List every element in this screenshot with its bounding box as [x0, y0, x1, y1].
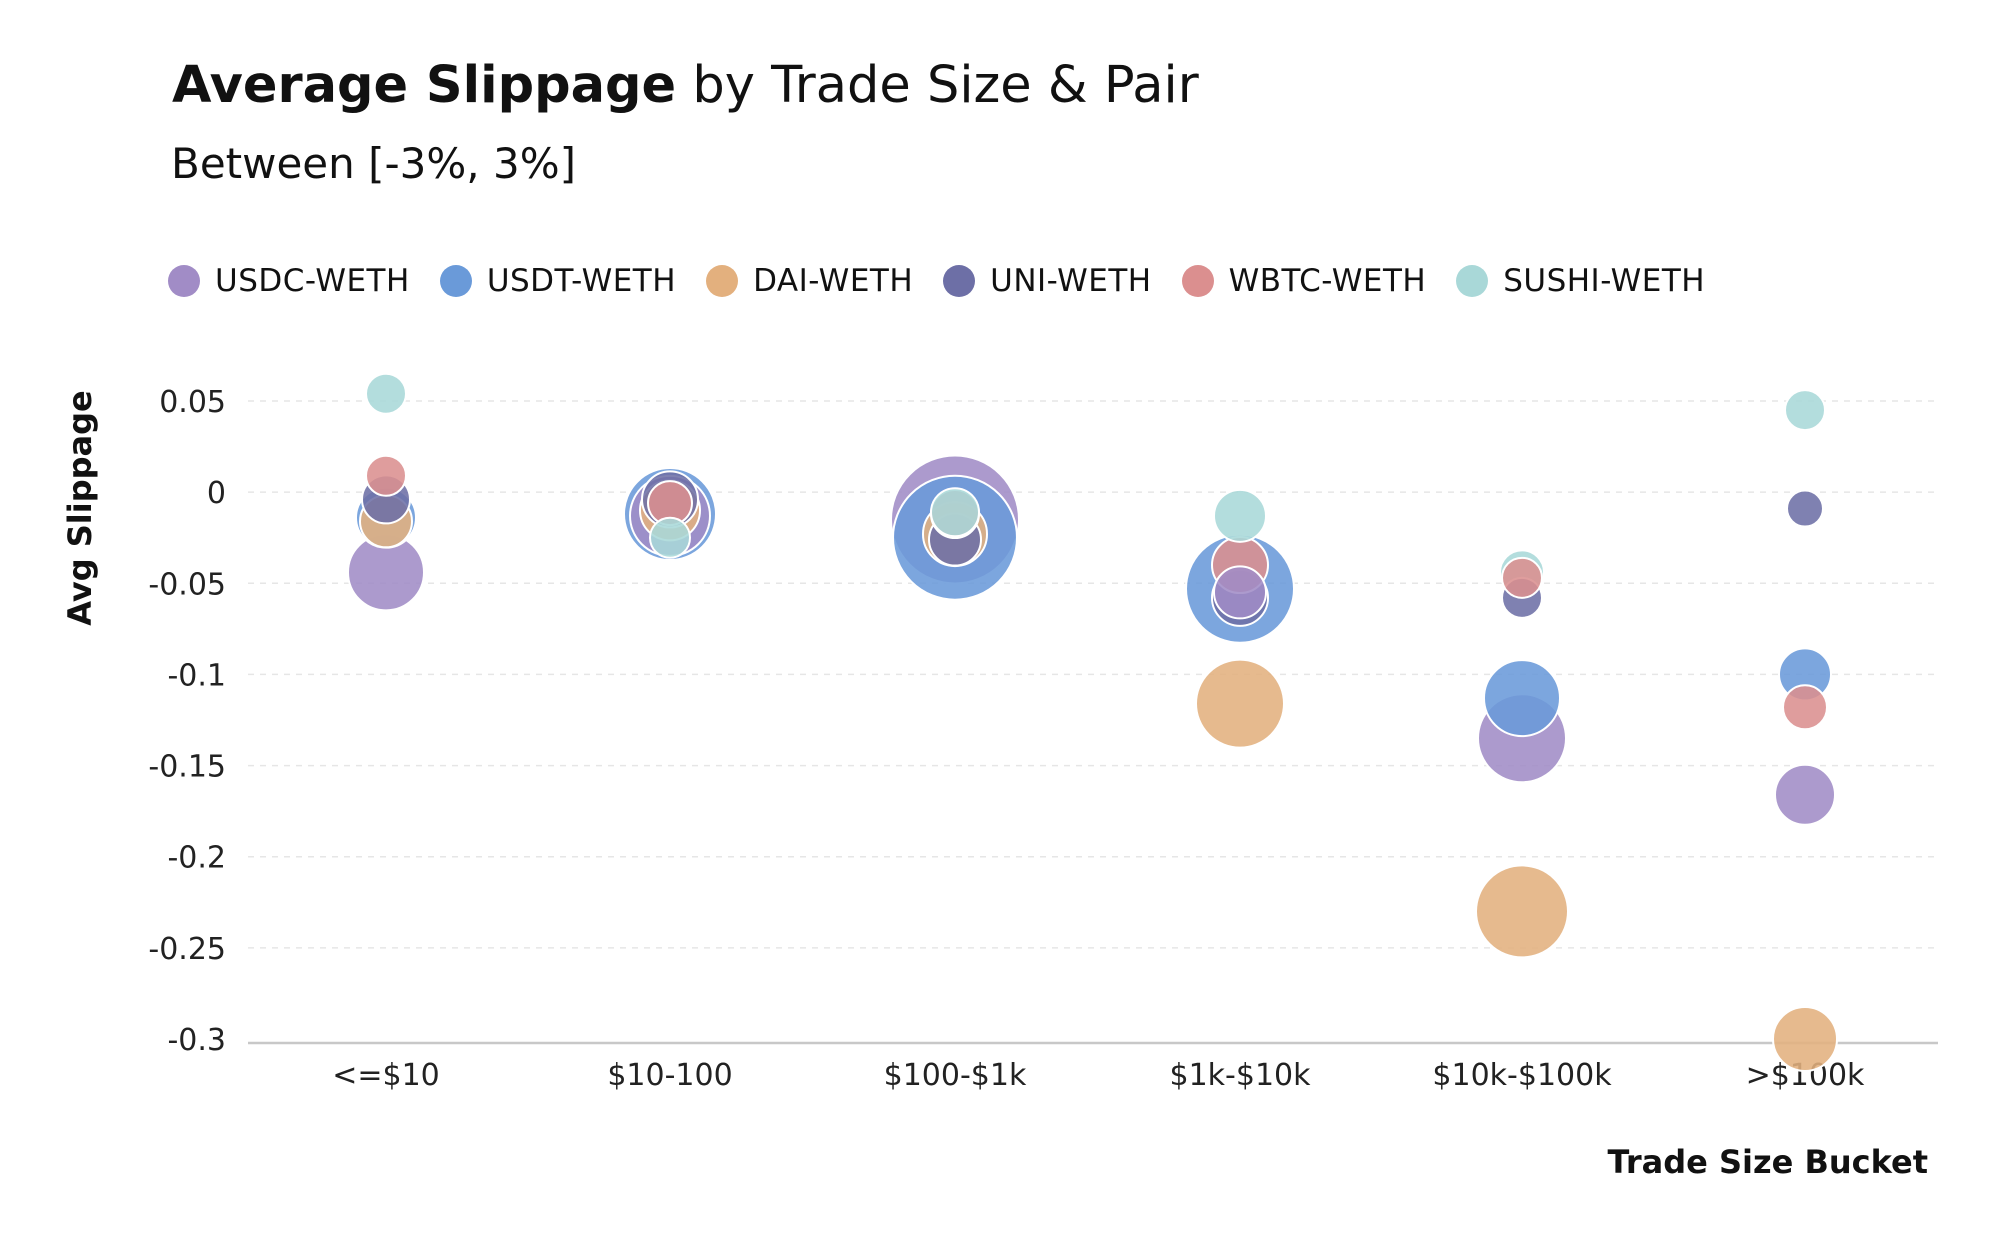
- bubble-usdc-weth[interactable]: [1774, 763, 1836, 826]
- bubble-sushi-weth[interactable]: [930, 487, 980, 538]
- legend-swatch-sushi-weth: [1456, 265, 1489, 297]
- chart-title: Average Slippage by Trade Size & Pair: [172, 52, 1199, 120]
- legend-item-uni-weth[interactable]: UNI-WETH: [943, 263, 1151, 299]
- bubble-wbtc-weth[interactable]: [1501, 556, 1543, 599]
- y-tick-label: 0: [207, 476, 226, 511]
- legend-swatch-usdt-weth: [439, 265, 472, 297]
- y-axis-label: Avg Slippage: [61, 390, 99, 626]
- y-tick-label: 0.05: [159, 385, 226, 420]
- legend-item-dai-weth[interactable]: DAI-WETH: [706, 263, 913, 299]
- x-tick-label: <=$10: [332, 1058, 440, 1093]
- x-tick-label: $100-$1k: [884, 1058, 1027, 1093]
- bubble-sushi-weth[interactable]: [649, 516, 691, 559]
- y-tick-label: -0.25: [148, 932, 226, 967]
- bubble-sushi-weth[interactable]: [1213, 488, 1267, 543]
- bubble-dai-weth[interactable]: [1195, 658, 1285, 749]
- bubble-sushi-weth[interactable]: [365, 372, 407, 415]
- legend-swatch-wbtc-weth: [1181, 265, 1214, 297]
- chart-subtitle: Between [-3%, 3%]: [171, 139, 577, 188]
- x-tick-label: $10k-$100k: [1432, 1058, 1612, 1093]
- bubble-usdc-weth[interactable]: [1213, 565, 1267, 620]
- legend-item-usdt-weth[interactable]: USDT-WETH: [439, 263, 677, 299]
- y-tick-label: -0.1: [167, 658, 226, 693]
- chart-title-bold: Average Slippage: [172, 56, 677, 115]
- legend-item-sushi-weth[interactable]: SUSHI-WETH: [1456, 263, 1705, 299]
- legend-label-sushi-weth: SUSHI-WETH: [1503, 263, 1706, 299]
- legend-label-dai-weth: DAI-WETH: [753, 263, 914, 299]
- chart-title-rest: by Trade Size & Pair: [676, 56, 1199, 115]
- bubble-dai-weth[interactable]: [1772, 1006, 1838, 1072]
- legend-label-usdt-weth: USDT-WETH: [486, 263, 677, 299]
- y-tick-label: -0.15: [148, 750, 226, 785]
- legend-item-usdc-weth[interactable]: USDC-WETH: [168, 263, 410, 299]
- x-tick-label: $10-100: [607, 1058, 732, 1093]
- y-tick-label: -0.05: [148, 567, 226, 602]
- legend-label-wbtc-weth: WBTC-WETH: [1228, 263, 1427, 299]
- x-axis-label: Trade Size Bucket: [1607, 1143, 1928, 1181]
- x-tick-label: $1k-$10k: [1169, 1058, 1311, 1093]
- bubble-wbtc-weth[interactable]: [365, 454, 407, 497]
- legend-label-uni-weth: UNI-WETH: [990, 263, 1152, 299]
- bubble-sushi-weth[interactable]: [1784, 389, 1826, 432]
- legend-swatch-dai-weth: [706, 265, 739, 297]
- bubble-wbtc-weth[interactable]: [1782, 684, 1828, 731]
- legend-swatch-uni-weth: [943, 265, 976, 297]
- bubble-usdt-weth[interactable]: [1483, 659, 1561, 738]
- legend-item-wbtc-weth[interactable]: WBTC-WETH: [1181, 263, 1427, 299]
- bubble-uni-weth[interactable]: [1786, 489, 1824, 528]
- legend-swatch-usdc-weth: [168, 265, 200, 297]
- y-tick-label: -0.2: [167, 841, 226, 876]
- y-tick-label: -0.3: [167, 1023, 226, 1058]
- legend-label-usdc-weth: USDC-WETH: [215, 263, 410, 299]
- legend: USDC-WETH USDT-WETH DAI-WETH UNI-WETH WB…: [168, 256, 1735, 306]
- bubble-dai-weth[interactable]: [1475, 864, 1569, 959]
